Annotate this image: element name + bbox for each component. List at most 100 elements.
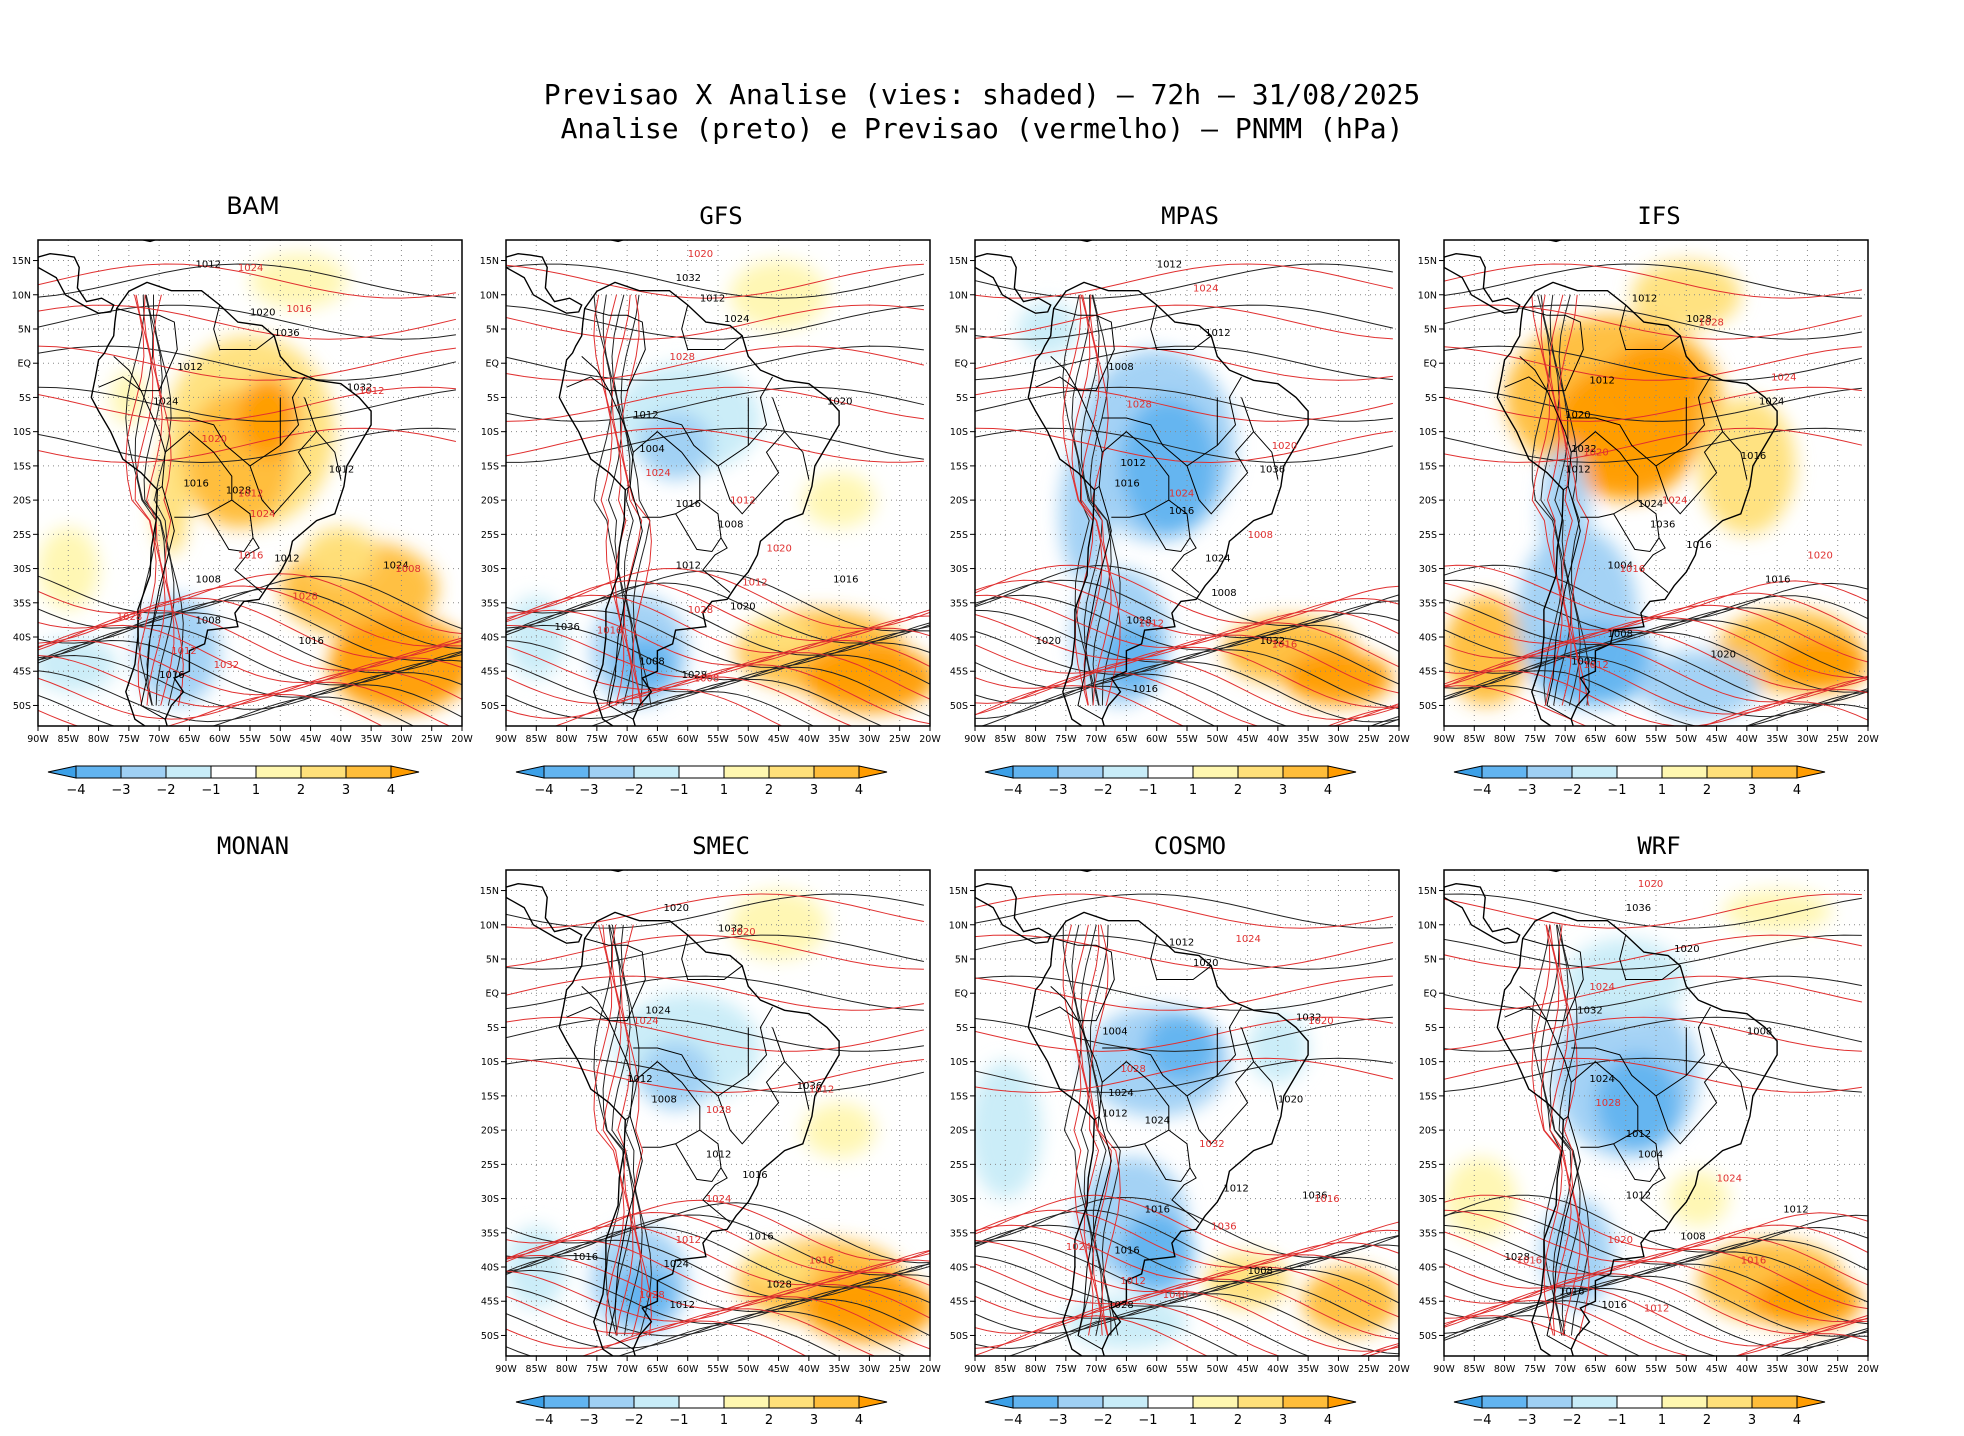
- colorbar-gfs: −4 −3 −2 −1 1 2 3 4: [515, 765, 888, 798]
- isobar-forecast: [38, 386, 456, 422]
- lat-label: 20S: [481, 496, 499, 507]
- isobar-analysis: [1444, 1300, 1868, 1356]
- isobar-forecast: [975, 1302, 1399, 1356]
- isobar-forecast: [38, 693, 384, 726]
- lat-label: 30S: [481, 564, 499, 575]
- isobar-forecast: [975, 893, 1394, 929]
- coastline: [38, 252, 115, 314]
- country-border: [675, 499, 722, 553]
- country-border: [1186, 376, 1255, 515]
- isobar-label-black: 1016: [573, 1252, 598, 1263]
- lon-label: 90W: [1433, 734, 1455, 745]
- country-border: [632, 1061, 701, 1148]
- isobar-label-black: 1016: [1741, 451, 1766, 462]
- country-border: [632, 431, 701, 518]
- coastlines: [1444, 240, 1778, 726]
- isobar-forecast: [506, 304, 924, 340]
- lat-label: 30S: [13, 564, 31, 575]
- isobar-forecast: [602, 924, 634, 1336]
- isobar-forecast: [1444, 386, 1862, 422]
- lat-label: 15N: [949, 256, 968, 267]
- isobar-analysis: [506, 662, 930, 717]
- isobar-label-black: 1028: [1108, 1300, 1133, 1311]
- lat-label: 30S: [950, 1194, 968, 1205]
- lat-label: 10S: [13, 427, 31, 438]
- isobar-label-red: 1012: [809, 1084, 834, 1095]
- bias-region: [38, 637, 117, 692]
- isobar-forecast: [1444, 1285, 1868, 1347]
- isobar-label-black: 1032: [718, 924, 743, 935]
- lon-label: 25W: [1358, 1364, 1380, 1375]
- isobar-analysis: [975, 893, 1393, 929]
- isobar-label-red: 1024: [1235, 934, 1260, 945]
- isobar-analysis: [1071, 924, 1103, 1336]
- isobar-analysis: [975, 1224, 1399, 1283]
- bias-region: [1752, 1273, 1862, 1329]
- country-border: [581, 938, 646, 1022]
- isobar-forecast: [1071, 294, 1103, 706]
- isobar-analysis: [1444, 599, 1868, 653]
- lon-label: 45W: [1706, 734, 1728, 745]
- isobar-label-black: 1028: [226, 485, 251, 496]
- isobar-forecast: [506, 664, 930, 725]
- colorbar-segment: [1147, 1395, 1194, 1409]
- graticule: [506, 240, 930, 726]
- isobar-label-black: 1024: [663, 1259, 688, 1270]
- lon-label: 40W: [1736, 1364, 1758, 1375]
- isobar-forecast: [506, 1211, 930, 1274]
- country-border: [213, 304, 275, 350]
- isobar-label-black: 1024: [724, 314, 749, 325]
- lat-label: 15S: [481, 461, 499, 472]
- lon-label: 85W: [526, 1364, 548, 1375]
- colorbar-tick-label: 1: [720, 1413, 728, 1428]
- lat-label: 10S: [1419, 1057, 1437, 1068]
- bias-region: [250, 253, 347, 309]
- lat-label: 15S: [481, 1091, 499, 1102]
- lat-label: 10N: [1418, 920, 1437, 931]
- isobar-forecast: [506, 427, 924, 463]
- lon-label: 75W: [1055, 1364, 1077, 1375]
- isobar-label-black: 1020: [1036, 636, 1061, 647]
- isobar-label-red: 1024: [238, 263, 263, 274]
- lat-label: 45S: [481, 1297, 499, 1308]
- isobar-analysis: [975, 386, 1393, 422]
- isobar-forecast: [1444, 1248, 1868, 1310]
- colorbar-tick-label: 1: [1189, 1413, 1197, 1428]
- isobar-label-black: 1012: [1205, 328, 1230, 339]
- bias-region: [1607, 342, 1705, 425]
- isobar-analysis: [975, 564, 1399, 627]
- isobar-analysis: [506, 594, 930, 656]
- isobar-label-black: 1024: [645, 1006, 670, 1017]
- isobar-label-black: 1036: [554, 622, 579, 633]
- lat-label: 35S: [950, 1228, 968, 1239]
- lon-label: 35W: [1297, 734, 1319, 745]
- isobar-forecast: [134, 294, 166, 706]
- axes: 90W 85W 80W 75W 70W 65W 60W 55W 50W 45W 40W 35W 30W 2…: [1418, 256, 1880, 745]
- isobar-label-red: 1016: [1314, 1194, 1339, 1205]
- isobar-forecast: [1444, 564, 1868, 619]
- isobar-forecast: [975, 975, 1393, 1011]
- isobar-label-black: 1020: [1565, 410, 1590, 421]
- colorbar-tick-label: −4: [1003, 1413, 1022, 1428]
- isobar-labels: 1012 1012 1016 1008 1020 1012 1004 1024 1016 1028…: [1066, 934, 1340, 1311]
- lat-label: 45S: [1419, 667, 1437, 678]
- bias-region: [975, 1061, 1042, 1199]
- lon-label: 70W: [616, 1364, 638, 1375]
- lon-label: 70W: [1554, 1364, 1576, 1375]
- lat-label: 40S: [950, 633, 968, 644]
- colorbar-tick-label: 4: [855, 1413, 863, 1428]
- country-border: [234, 537, 263, 593]
- colorbar-tick-label: 3: [810, 1413, 818, 1428]
- lon-label: 65W: [179, 734, 201, 745]
- isobar-label-black: 1016: [1559, 1286, 1584, 1297]
- isobar-label-red: 1012: [676, 1235, 701, 1246]
- isobar-forecast: [125, 294, 157, 706]
- isobar-label-red: 1036: [1211, 1221, 1236, 1232]
- colorbar-arrow-right: [1796, 1395, 1826, 1409]
- country-border: [1077, 486, 1112, 720]
- isobar-forecast: [620, 924, 652, 1336]
- lat-label: 5N: [486, 954, 499, 965]
- isobar-forecast: [1444, 975, 1863, 1011]
- isobar-label-black: 1012: [706, 1149, 731, 1160]
- isobar-forecast: [554, 688, 783, 726]
